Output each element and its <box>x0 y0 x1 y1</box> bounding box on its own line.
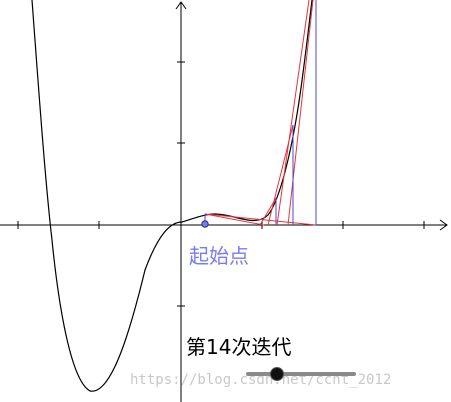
newton-tangent-lines <box>204 0 317 226</box>
y-axis-arrow <box>175 1 187 10</box>
projection-lines <box>204 0 317 225</box>
iteration-label: 第14次迭代 <box>186 335 292 359</box>
y-axis-ticks <box>177 61 185 307</box>
iteration-slider[interactable] <box>246 367 356 381</box>
slider-knob[interactable] <box>270 367 284 381</box>
slider-track[interactable] <box>246 372 356 376</box>
watermark-text: https://blog.csdn.net/ccnt_2012 <box>130 372 392 388</box>
x-axis-arrow <box>439 219 448 231</box>
start-point-marker[interactable] <box>201 220 209 228</box>
function-curve <box>31 0 313 392</box>
start-point-label: 起始点 <box>189 244 249 268</box>
